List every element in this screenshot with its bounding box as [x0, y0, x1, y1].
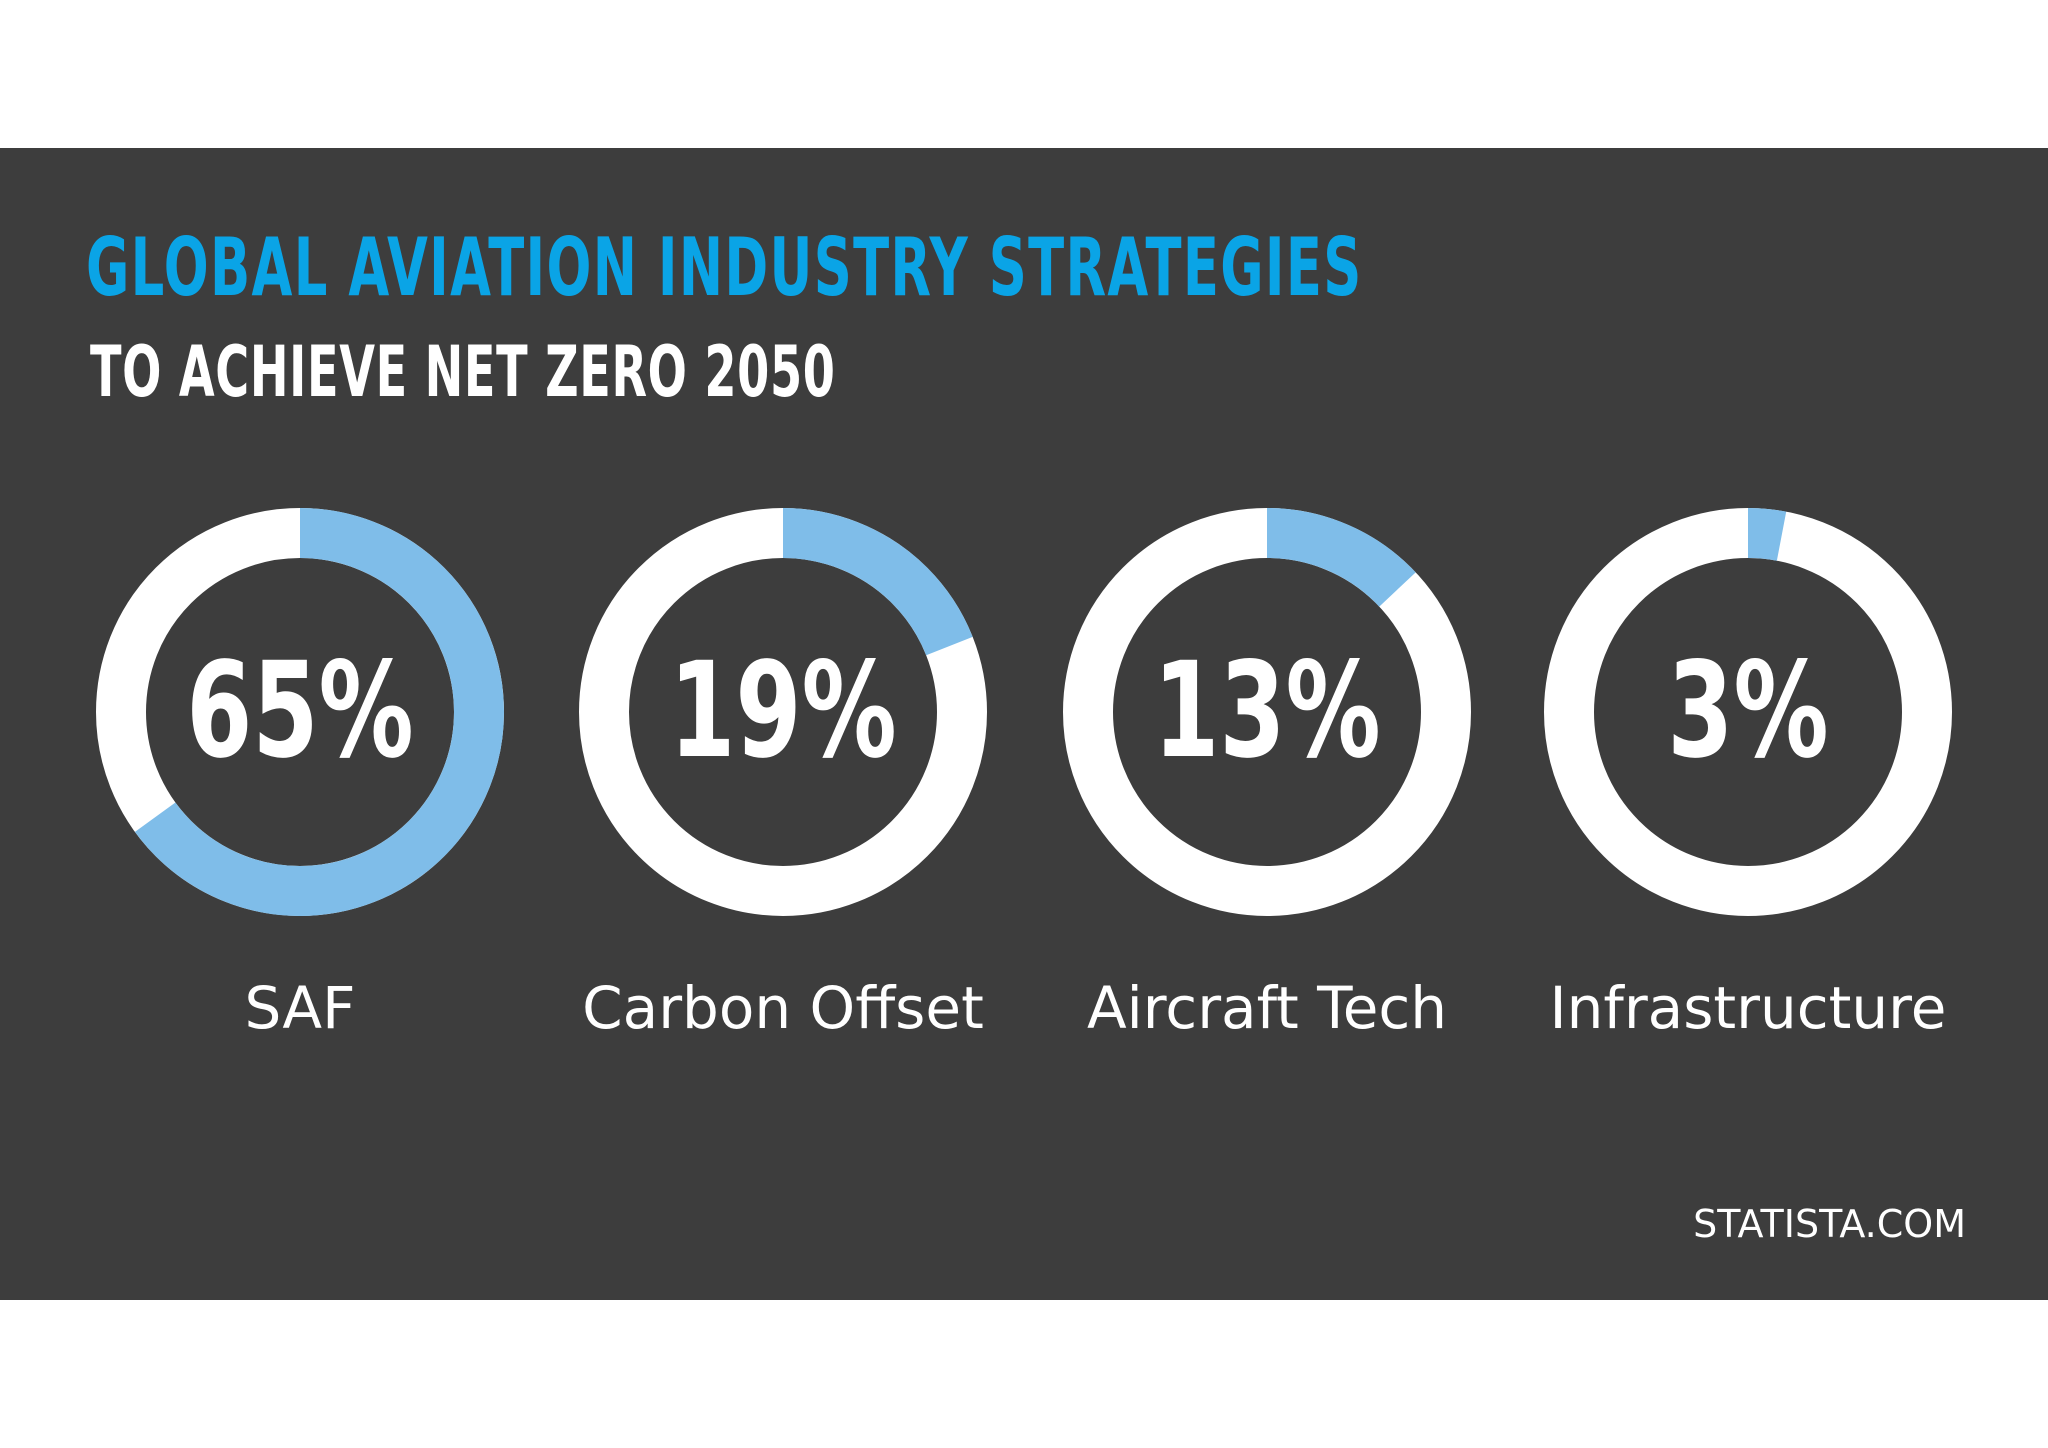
donut-2: 19% Carbon Offset	[579, 508, 987, 1042]
category-label: Carbon Offset	[582, 974, 984, 1042]
data-label: 3%	[1667, 634, 1828, 788]
donut-segment	[134, 508, 504, 916]
donut-segment	[1747, 508, 1787, 561]
data-label: 65%	[186, 634, 413, 788]
data-label: 13%	[1153, 634, 1380, 788]
donut-segment	[782, 508, 973, 656]
infographic-panel	[0, 148, 2048, 1300]
category-label: SAF	[245, 974, 356, 1042]
chart-title: GLOBAL AVIATION INDUSTRY STRATEGIES	[86, 221, 1363, 314]
donut-segment	[1266, 508, 1416, 608]
chart-subtitle: TO ACHIEVE NET ZERO 2050	[90, 331, 836, 413]
donut-3: 13% Aircraft Tech	[1063, 508, 1471, 1042]
category-label: Infrastructure	[1550, 974, 1947, 1042]
category-label: Aircraft Tech	[1087, 974, 1447, 1042]
source-credit: STATISTA.COM	[1693, 1202, 1966, 1246]
donut-1: 65% SAF	[96, 508, 504, 1042]
donut-4: 3% Infrastructure	[1544, 508, 1952, 1042]
data-label: 19%	[669, 634, 896, 788]
